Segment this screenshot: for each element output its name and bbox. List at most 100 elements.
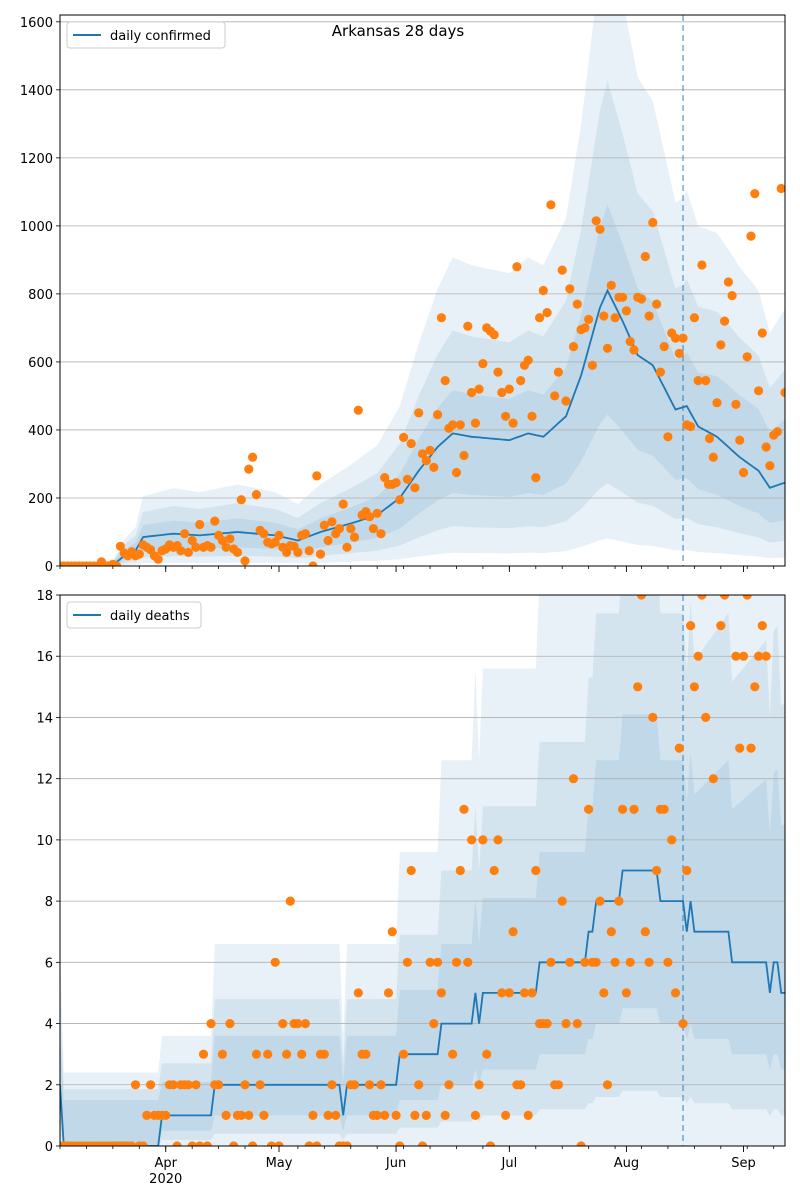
confirmed-point bbox=[232, 547, 243, 558]
confirmed-point bbox=[587, 360, 598, 370]
deaths-point bbox=[244, 1110, 254, 1120]
confirmed-point bbox=[183, 547, 193, 558]
confirmed-point bbox=[644, 311, 654, 321]
confirmed-point bbox=[115, 541, 125, 551]
deaths-point bbox=[467, 835, 477, 845]
confirmed-point bbox=[376, 529, 386, 539]
deaths-point bbox=[746, 743, 756, 753]
confirmed-point bbox=[380, 473, 390, 483]
confirmed-point bbox=[391, 478, 401, 488]
deaths-point bbox=[508, 927, 518, 937]
xtick-label: Apr bbox=[154, 1156, 177, 1171]
deaths-point bbox=[293, 1019, 303, 1029]
confirmed-point bbox=[323, 535, 333, 546]
deaths-point bbox=[531, 865, 541, 876]
deaths-point bbox=[406, 865, 416, 876]
deaths-point bbox=[455, 865, 465, 876]
confirmed-point bbox=[259, 529, 269, 539]
deaths-point bbox=[285, 896, 295, 906]
confirmed-point bbox=[557, 265, 567, 275]
confirmed-point bbox=[251, 490, 261, 500]
xtick-label: Jul bbox=[501, 1156, 518, 1171]
confirmed-point bbox=[244, 464, 254, 474]
confirmed-ytick-label: 200 bbox=[28, 492, 53, 507]
deaths-ytick-label: 16 bbox=[36, 650, 53, 665]
confirmed-legend-box bbox=[66, 21, 226, 49]
deaths-point bbox=[750, 682, 760, 692]
deaths-point bbox=[353, 988, 363, 998]
xtick-label: May bbox=[266, 1156, 293, 1171]
deaths-point bbox=[501, 1110, 511, 1120]
deaths-point bbox=[319, 1049, 329, 1059]
confirmed-point bbox=[187, 535, 197, 546]
deaths-point bbox=[754, 651, 764, 661]
confirmed-point bbox=[236, 495, 246, 505]
confirmed-points bbox=[60, 183, 785, 566]
deaths-point bbox=[255, 1080, 265, 1090]
confirmed-point bbox=[459, 450, 469, 461]
deaths-point bbox=[342, 1141, 352, 1146]
deaths-point bbox=[259, 1110, 269, 1120]
confirmed-point bbox=[772, 427, 783, 437]
deaths-point bbox=[138, 1141, 148, 1146]
deaths-point bbox=[399, 1049, 409, 1059]
confirmed-point bbox=[436, 313, 446, 323]
confirmed-point bbox=[421, 456, 431, 466]
deaths-point bbox=[130, 1080, 141, 1090]
confirmed-frame bbox=[59, 14, 786, 567]
confirmed-point bbox=[625, 336, 635, 347]
deaths-point bbox=[195, 1141, 205, 1146]
deaths-point bbox=[708, 774, 718, 784]
deaths-point bbox=[387, 927, 397, 937]
deaths-ytick-label: 18 bbox=[36, 589, 53, 604]
confirmed-point bbox=[225, 534, 235, 544]
confirmed-ytick-label: 1200 bbox=[20, 152, 53, 167]
deaths-point bbox=[667, 835, 677, 845]
confirmed-point bbox=[410, 483, 420, 493]
confirmed-point bbox=[689, 313, 700, 323]
deaths-point bbox=[519, 988, 530, 998]
deaths-ytick-label: 4 bbox=[45, 1018, 53, 1033]
deaths-ytick-label: 8 bbox=[45, 895, 53, 910]
deaths-point bbox=[742, 595, 752, 600]
xtick-label: Aug bbox=[614, 1156, 639, 1171]
confirmed-point bbox=[663, 432, 673, 442]
confirmed-point bbox=[206, 542, 216, 552]
deaths-point bbox=[633, 682, 643, 692]
confirmed-point bbox=[648, 217, 658, 228]
deaths-point bbox=[716, 621, 726, 631]
deaths-point bbox=[686, 621, 696, 631]
deaths-point bbox=[731, 651, 741, 661]
deaths-point bbox=[504, 988, 514, 998]
deaths-legend: daily deaths bbox=[66, 601, 202, 629]
deaths-point bbox=[599, 988, 609, 998]
deaths-point bbox=[410, 1110, 420, 1120]
deaths-point bbox=[127, 1141, 137, 1146]
deaths-point bbox=[659, 804, 669, 814]
confirmed-point bbox=[134, 549, 144, 559]
confirmed-bands bbox=[60, 15, 785, 566]
deaths-ytick-label: 12 bbox=[36, 773, 53, 788]
deaths-point bbox=[402, 957, 412, 967]
deaths-point bbox=[497, 988, 507, 998]
confirmed-point bbox=[723, 277, 734, 287]
deaths-point bbox=[172, 1141, 182, 1146]
confirmed-point bbox=[652, 299, 662, 309]
xtick-label: Jun bbox=[385, 1156, 406, 1171]
confirmed-point bbox=[293, 547, 303, 558]
confirmed-point bbox=[531, 473, 541, 483]
confirmed-point bbox=[686, 421, 696, 432]
confirmed-point bbox=[727, 291, 737, 301]
confirmed-point bbox=[678, 333, 688, 343]
deaths-line bbox=[60, 869, 785, 1146]
deaths-point bbox=[463, 957, 473, 967]
confirmed-legend: daily confirmed bbox=[66, 21, 226, 49]
deaths-point bbox=[576, 1141, 586, 1146]
confirmed-point bbox=[493, 367, 503, 377]
deaths-point bbox=[217, 1049, 227, 1059]
deaths-point bbox=[221, 1110, 231, 1120]
confirmed-point bbox=[629, 345, 639, 355]
deaths-point bbox=[323, 1110, 333, 1120]
confirmed-point bbox=[761, 442, 771, 452]
deaths-point bbox=[187, 1141, 197, 1146]
